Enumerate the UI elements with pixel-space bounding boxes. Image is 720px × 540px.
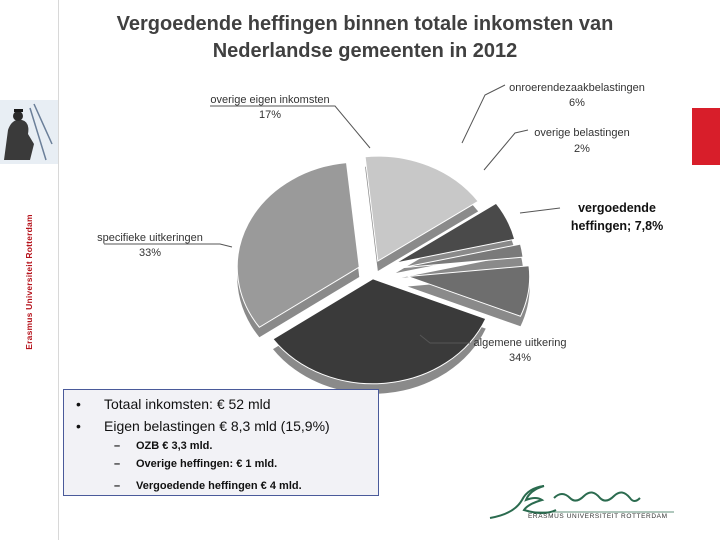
leader-line [519,207,561,214]
red-tab-decoration [692,108,720,165]
value-algemene: 34% [509,352,531,364]
label-algemene: algemene uitkering [474,337,567,349]
pie-slice [401,243,524,269]
value-ozb: 6% [569,97,585,109]
pie-slice [407,265,531,317]
value-specifieke: 33% [139,247,161,259]
chart-title-line1: Vergoedende heffingen binnen totale inko… [117,13,614,35]
value-overige-bel: 2% [574,143,590,155]
left-sidebar: Erasmus Universiteit Rotterdam [0,0,59,540]
pie-slice [272,278,487,385]
leader-line [419,334,470,344]
note-total-income: Totaal inkomsten: € 52 mld [104,396,271,412]
label-ozb: onroerendezaakbelastingen [509,82,645,94]
label-vergoedende-1: vergoedende [578,201,656,215]
pie-slice [236,162,360,328]
dash-1: – [114,440,121,452]
notes-box: • Totaal inkomsten: € 52 mld • Eigen bel… [63,389,379,496]
note-own-taxes: Eigen belastingen € 8,3 mld (15,9%) [104,418,330,434]
dash-3: – [114,480,121,492]
label-vergoedende-2: heffingen; 7,8% [571,219,663,233]
label-specifieke: specifieke uitkeringen [97,232,203,244]
pie-slice [364,155,479,262]
bullet-1: • [76,396,81,412]
leader-line [483,129,529,171]
dash-2: – [114,458,121,470]
leader-line [210,105,371,149]
label-overige-bel: overige belastingen [534,127,629,139]
value-overige-eigen: 17% [259,109,281,121]
statue-logo-icon [0,100,58,164]
subnote-vergoedende: Vergoedende heffingen € 4 mld. [136,480,302,492]
label-overige-eigen: overige eigen inkomsten [210,94,329,106]
erasmus-logo-icon [489,485,674,519]
chart-title-line2: Nederlandse gemeenten in 2012 [213,40,518,62]
footer-brand-text: ERASMUS UNIVERSITEIT ROTTERDAM [528,513,668,520]
pie-slice [395,202,516,264]
subnote-overige-heffingen: Overige heffingen: € 1 mld. [136,458,278,470]
subnote-ozb: OZB € 3,3 mld. [136,440,213,452]
bullet-2: • [76,418,81,434]
leader-line [104,243,233,248]
leader-line [461,84,506,144]
